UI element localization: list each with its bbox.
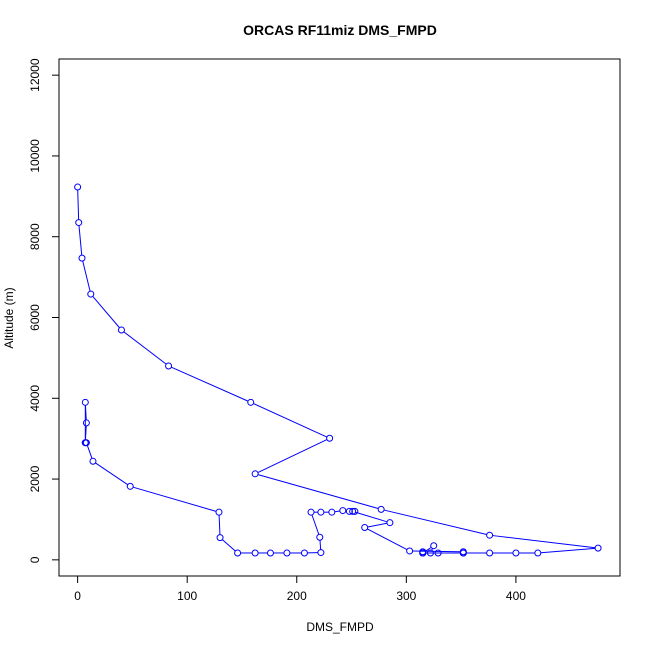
data-point <box>594 544 602 552</box>
series-dms-fmpd <box>74 183 602 557</box>
data-point <box>78 254 86 262</box>
data-point <box>81 439 89 447</box>
data-point <box>426 549 434 557</box>
data-point <box>361 524 369 532</box>
data-point <box>247 398 255 406</box>
series-segment <box>221 539 236 552</box>
y-tick-label: 4000 <box>28 385 42 412</box>
series-segment <box>367 528 408 551</box>
data-point <box>126 482 134 490</box>
plot-frame <box>58 58 621 577</box>
x-axis: 0 100 200 300 400 <box>74 576 526 603</box>
data-point <box>316 533 324 541</box>
data-point <box>165 362 173 370</box>
x-tick-label: 0 <box>74 589 81 603</box>
data-point <box>512 549 520 557</box>
data-point <box>216 534 224 542</box>
y-tick-label: 12000 <box>28 58 42 92</box>
data-point <box>345 507 353 515</box>
data-point <box>74 183 82 191</box>
data-point <box>326 434 334 442</box>
data-point <box>419 549 427 557</box>
data-point <box>377 505 385 513</box>
series-segment <box>92 296 120 329</box>
data-point <box>87 290 95 298</box>
data-point <box>81 398 89 406</box>
x-tick-label: 400 <box>506 589 526 603</box>
x-tick-label: 300 <box>396 589 416 603</box>
data-point <box>459 548 467 556</box>
data-point <box>215 508 223 516</box>
y-tick-label: 0 <box>28 556 42 563</box>
data-point <box>75 219 83 227</box>
data-point <box>317 508 325 516</box>
series-segment <box>311 514 320 535</box>
data-point <box>434 549 442 557</box>
y-axis: 0 2000 4000 6000 8000 10000 12000 <box>28 58 59 563</box>
data-point <box>534 549 542 557</box>
data-point <box>82 419 90 427</box>
data-point <box>266 549 274 557</box>
series-segment <box>78 225 83 256</box>
data-point <box>486 549 494 557</box>
series-segment <box>86 445 93 459</box>
series-segment <box>540 547 596 554</box>
data-point <box>339 507 347 515</box>
series-segment <box>367 522 388 528</box>
x-tick-label: 200 <box>287 589 307 603</box>
data-point <box>300 549 308 557</box>
series-segment <box>82 260 91 292</box>
data-point <box>349 507 357 515</box>
series-segment <box>319 540 322 550</box>
x-tick-label: 100 <box>177 589 197 603</box>
data-point <box>386 519 394 527</box>
series-segment <box>123 331 167 365</box>
data-point <box>486 531 494 539</box>
data-point <box>307 508 315 516</box>
data-point <box>406 547 414 555</box>
data-point <box>351 507 359 515</box>
data-point <box>89 457 97 465</box>
series-segment <box>355 511 388 523</box>
series-segment <box>171 366 249 402</box>
y-tick-label: 10000 <box>28 139 42 173</box>
chart-title: ORCAS RF11miz DMS_FMPD <box>243 22 437 38</box>
series-segment <box>257 474 379 510</box>
data-point <box>251 470 259 478</box>
data-point <box>251 549 259 557</box>
data-point <box>234 549 242 557</box>
y-tick-label: 8000 <box>28 223 42 250</box>
series-segment <box>257 439 328 473</box>
y-tick-label: 6000 <box>28 304 42 331</box>
data-point <box>117 326 125 334</box>
x-axis-label: DMS_FMPD <box>306 620 374 634</box>
series-segment <box>253 403 328 438</box>
series-segment <box>77 190 80 220</box>
data-point <box>317 549 325 557</box>
series-segment <box>95 462 129 486</box>
series-segment <box>383 509 487 535</box>
series-segment <box>424 546 432 552</box>
data-point <box>328 508 336 516</box>
series-segment <box>492 535 596 549</box>
y-axis-label: Altitude (m) <box>2 287 16 348</box>
data-point <box>283 549 291 557</box>
series-segment <box>218 515 221 535</box>
data-point <box>430 542 438 550</box>
y-tick-label: 2000 <box>28 465 42 492</box>
series-segment <box>132 486 217 512</box>
series-segment <box>334 510 340 513</box>
